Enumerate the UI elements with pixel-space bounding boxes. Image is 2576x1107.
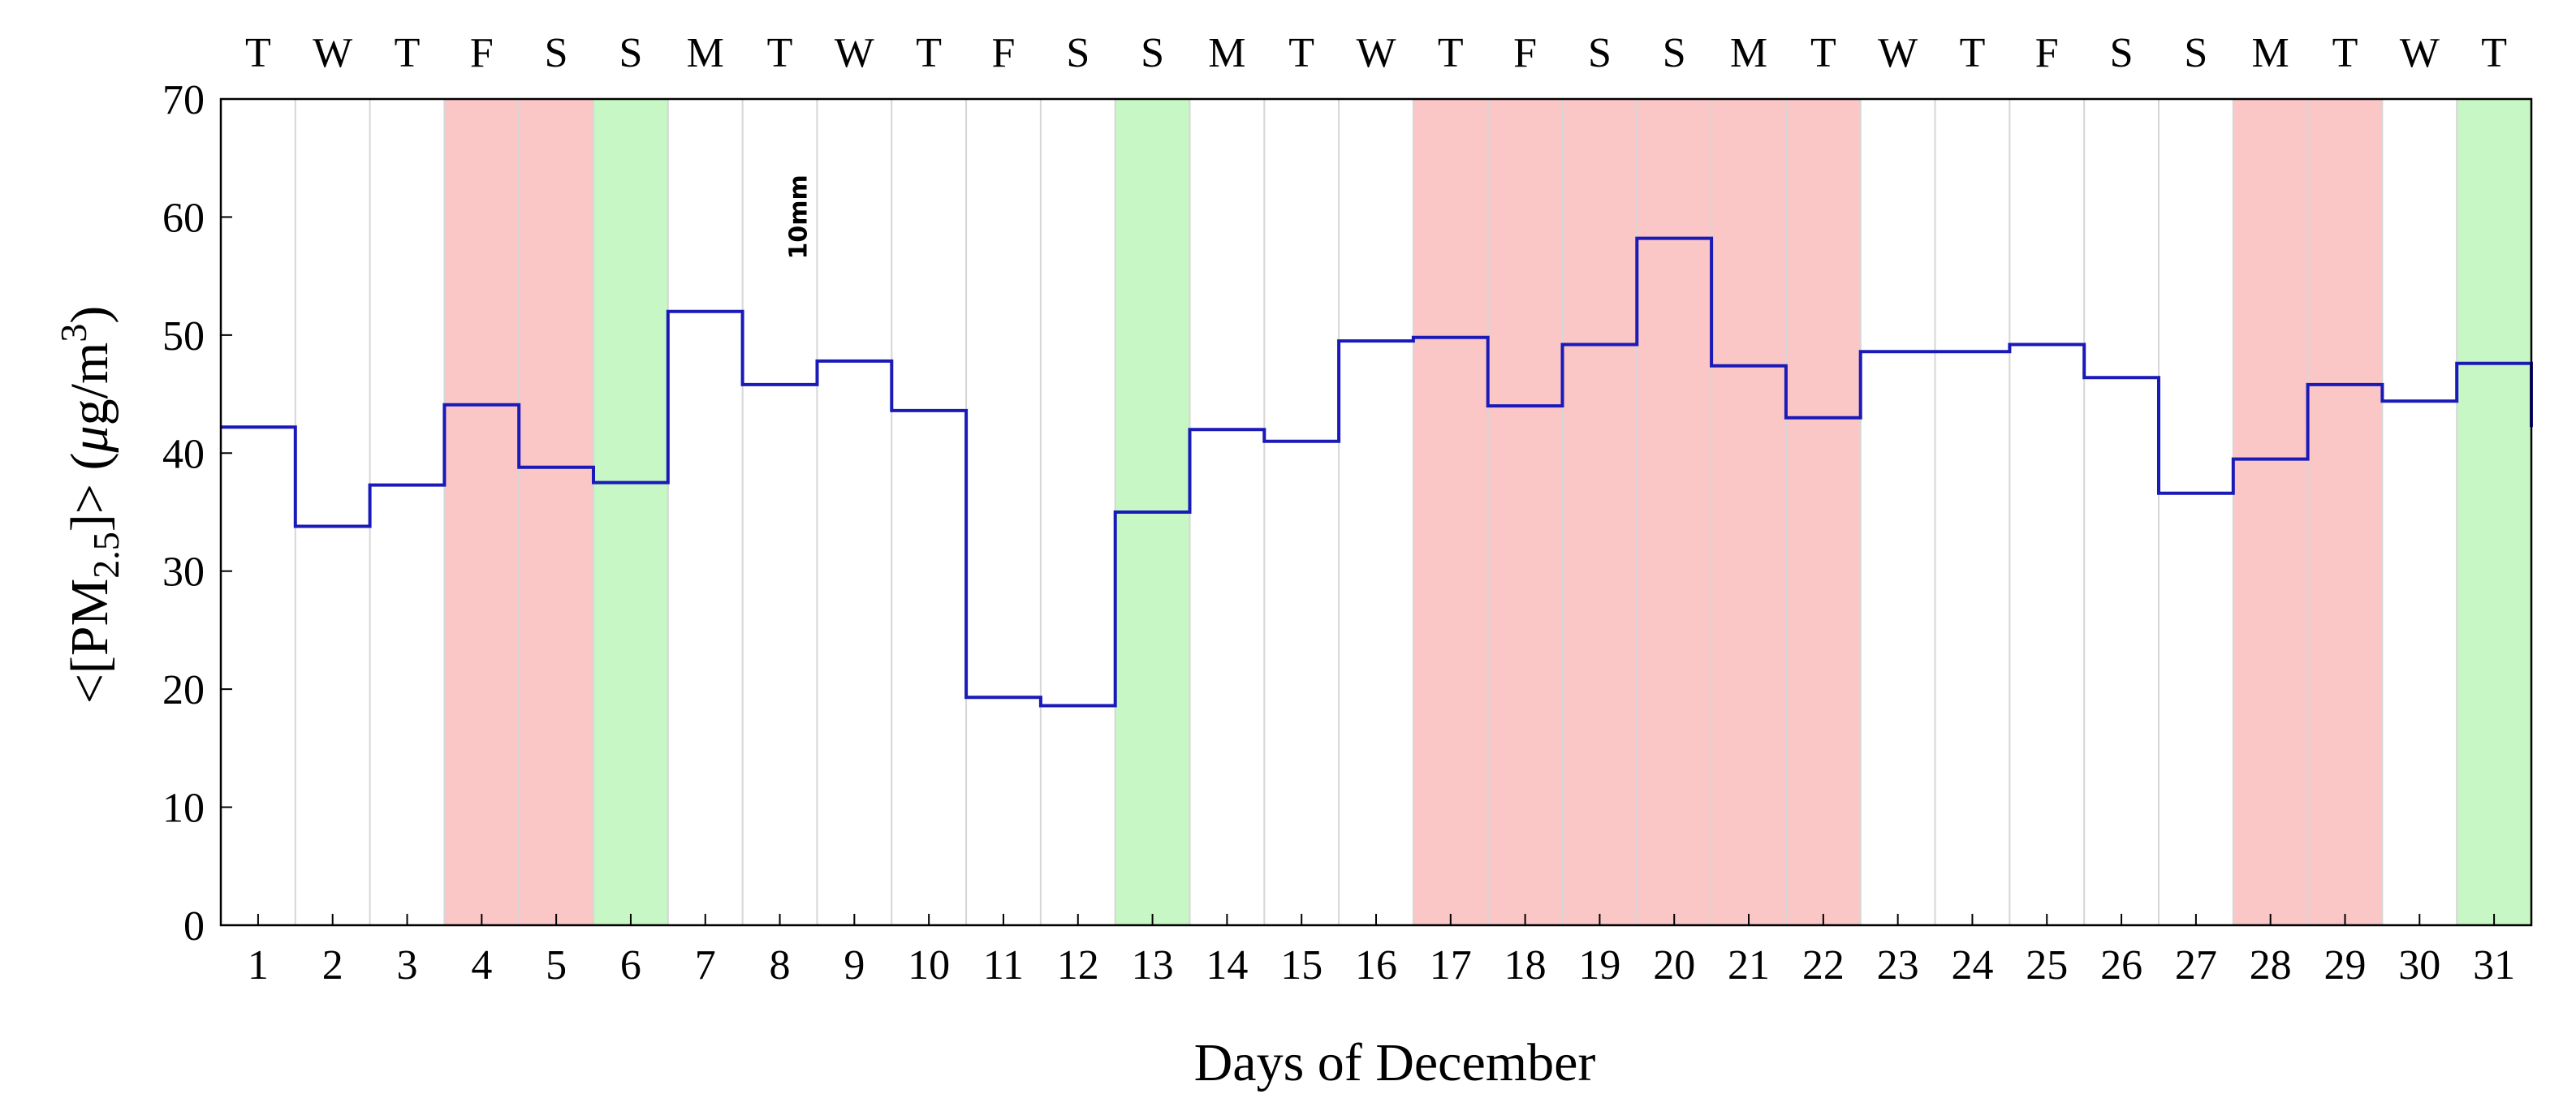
- y-tick-label: 10: [162, 786, 205, 832]
- annotation-label: 10mm: [785, 174, 813, 259]
- y-axis-title-mid: ]> (: [60, 453, 119, 532]
- series-layer: [221, 236, 2533, 708]
- red-band-day-21: [1711, 99, 1786, 925]
- weekday-label: T: [1810, 30, 1836, 76]
- x-tick-label: 21: [1728, 942, 1770, 989]
- weekday-label: W: [1356, 30, 1396, 76]
- x-tick-label: 19: [1578, 942, 1620, 989]
- y-axis-title-subscript: 2.5: [85, 532, 127, 579]
- weekday-label: T: [1960, 30, 1986, 76]
- y-axis-title: <[PM2.5]> (μg/m3): [53, 306, 127, 704]
- weekday-label: F: [992, 30, 1016, 76]
- weekday-label: S: [1141, 30, 1164, 76]
- highlight-bands: [444, 99, 2531, 925]
- weekday-label: T: [767, 30, 793, 76]
- weekday-label: M: [687, 30, 724, 76]
- weekday-label: W: [1878, 30, 1918, 76]
- x-tick-label: 25: [2026, 942, 2068, 989]
- x-tick-label: 7: [695, 942, 716, 989]
- y-axis-ticks: 0 10 20 30 40 50 60 70: [162, 77, 232, 950]
- x-tick-label: 28: [2250, 942, 2292, 989]
- weekday-label: S: [545, 30, 568, 76]
- y-tick-label: 50: [162, 313, 205, 360]
- red-band-day-19: [1562, 99, 1638, 925]
- green-band-day-31: [2457, 99, 2531, 925]
- red-band-day-28: [2233, 99, 2308, 925]
- x-tick-label: 8: [770, 942, 791, 989]
- weekday-label: T: [916, 30, 942, 76]
- x-tick-label: 20: [1653, 942, 1695, 989]
- red-band-day-20: [1637, 99, 1712, 925]
- x-tick-label: 31: [2473, 942, 2515, 989]
- weekday-label: M: [1208, 30, 1245, 76]
- x-tick-label: 22: [1802, 942, 1845, 989]
- x-tick-label: 2: [322, 942, 343, 989]
- pm25-series-line: [221, 236, 2533, 708]
- x-tick-label: 30: [2398, 942, 2440, 989]
- x-tick-label: 15: [1280, 942, 1323, 989]
- y-axis-title-unit: g/m: [60, 342, 119, 426]
- weekday-label: T: [2481, 30, 2507, 76]
- x-tick-label: 17: [1430, 942, 1472, 989]
- x-tick-label: 5: [546, 942, 567, 989]
- y-tick-label: 30: [162, 549, 205, 596]
- y-tick-label: 70: [162, 77, 205, 123]
- x-tick-label: 23: [1877, 942, 1919, 989]
- weekday-label: S: [2184, 30, 2207, 76]
- weekday-label: T: [245, 30, 271, 76]
- x-axis-title: Days of December: [1194, 1033, 1596, 1092]
- y-tick-label: 60: [162, 195, 205, 241]
- weekday-label: S: [2110, 30, 2134, 76]
- x-tick-label: 12: [1057, 942, 1099, 989]
- x-tick-label: 26: [2100, 942, 2142, 989]
- x-tick-label: 27: [2175, 942, 2217, 989]
- weekday-label: W: [2400, 30, 2440, 76]
- x-tick-label: 13: [1132, 942, 1174, 989]
- weekday-label: M: [1730, 30, 1767, 76]
- red-band-day-4: [444, 99, 520, 925]
- x-tick-label: 6: [620, 942, 641, 989]
- weekday-label: T: [2332, 30, 2358, 76]
- red-band-day-29: [2307, 99, 2383, 925]
- green-band-day-6: [593, 99, 668, 925]
- x-tick-label: 3: [397, 942, 418, 989]
- weekday-label: F: [1513, 30, 1537, 76]
- weekday-label: S: [619, 30, 642, 76]
- weekday-label: T: [1438, 30, 1464, 76]
- y-axis-title-prefix: <[PM: [60, 579, 119, 704]
- y-tick-label: 40: [162, 431, 205, 477]
- x-tick-label: 16: [1355, 942, 1397, 989]
- x-tick-label: 4: [471, 942, 492, 989]
- red-band-day-17: [1413, 99, 1488, 925]
- x-tick-label: 9: [844, 942, 865, 989]
- weekday-label: W: [835, 30, 874, 76]
- weekday-label: T: [1288, 30, 1314, 76]
- x-tick-label: 10: [908, 942, 950, 989]
- red-band-day-18: [1487, 99, 1563, 925]
- x-tick-label: 24: [1951, 942, 1993, 989]
- weekday-label: W: [313, 30, 352, 76]
- y-axis-title-mu: μ: [60, 425, 119, 453]
- weekday-label: F: [470, 30, 494, 76]
- y-axis-title-superscript: 3: [53, 324, 94, 342]
- weekday-label: S: [1663, 30, 1686, 76]
- x-tick-label: 18: [1504, 942, 1547, 989]
- weekday-label: M: [2252, 30, 2289, 76]
- weekday-label: S: [1588, 30, 1612, 76]
- x-tick-label: 29: [2324, 942, 2366, 989]
- x-tick-label: 1: [248, 942, 269, 989]
- x-tick-label: 11: [983, 942, 1024, 989]
- weekday-label: F: [2035, 30, 2059, 76]
- weekday-label: T: [395, 30, 421, 76]
- red-band-day-5: [519, 99, 594, 925]
- x-tick-label: 14: [1206, 942, 1248, 989]
- red-band-day-22: [1785, 99, 1861, 925]
- y-tick-label: 0: [183, 903, 205, 950]
- y-tick-label: 20: [162, 667, 205, 713]
- y-axis-title-suffix: ): [60, 306, 119, 324]
- weekday-label: S: [1066, 30, 1090, 76]
- x-axis-ticks: 1 2 3 4 5 6 7 8 9 10 11 12 13 14 15 16 17 18 19 20 21 22 23 24 2…: [248, 914, 2515, 989]
